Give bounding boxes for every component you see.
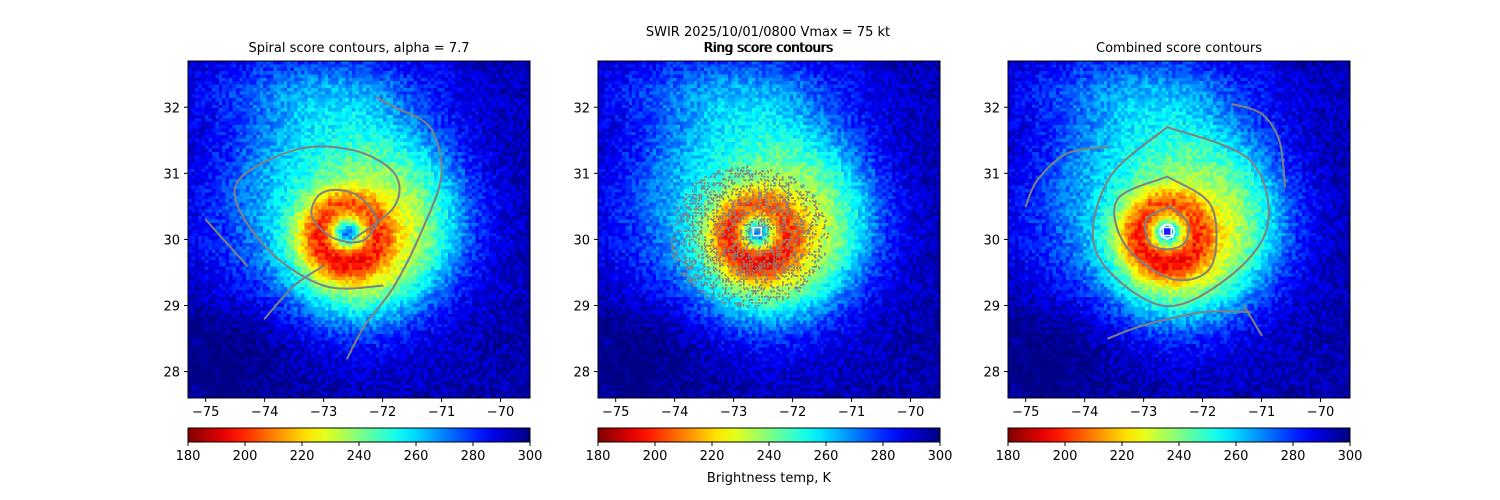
panel-ring: Ring score contours −75 −74 −73 −72 −71 −70 28 2…: [573, 41, 952, 486]
colorbar-tick-label: 240: [347, 449, 372, 464]
center-square-marker: [1162, 226, 1172, 237]
x-tick-label: −70: [897, 405, 924, 420]
colorbar-tick-label: 280: [1281, 449, 1306, 464]
colorbar: [597, 427, 941, 443]
ring-contour-line-1: [1113, 175, 1218, 282]
spiral-contour-line-1: [233, 145, 401, 290]
suptitle-line1: SWIR 2025/10/01/0800 Vmax = 75 kt: [646, 25, 890, 40]
colorbar-tick-label: 240: [757, 449, 782, 464]
spiral-contour-line-6: [1242, 304, 1263, 337]
ring-contour-line-0: [1144, 205, 1190, 251]
panel-title: Spiral score contours, alpha = 7.7: [248, 41, 469, 56]
spiral-contour-line-2: [346, 96, 443, 360]
x-tick-label: −72: [1189, 405, 1216, 420]
center-circle-marker: [1159, 223, 1176, 240]
panel-combined: Combined score contours −75 −74 −73 −72 −71 −7…: [983, 41, 1362, 464]
x-tick-label: −73: [310, 405, 337, 420]
y-tick-label: 28: [983, 366, 1000, 381]
center-square-marker: [752, 226, 762, 237]
colorbar-tick-label: 240: [1167, 449, 1192, 464]
colorbar-tick-label: 220: [290, 449, 315, 464]
colorbar-tick-label: 180: [176, 449, 201, 464]
y-tick-label: 32: [163, 101, 180, 116]
colorbar-tick-label: 200: [233, 449, 258, 464]
y-tick-label: 29: [983, 299, 1000, 314]
brightness-temp-heatmap: [188, 61, 530, 398]
x-tick-label: −72: [779, 405, 806, 420]
colorbar-label: Brightness temp, K: [707, 471, 832, 486]
ring-contour-speckle: [669, 165, 830, 309]
y-tick-label: 30: [163, 233, 180, 248]
y-tick-label: 32: [983, 101, 1000, 116]
colorbar-tick-label: 180: [586, 449, 611, 464]
y-tick-label: 29: [163, 299, 180, 314]
colorbar-tick-label: 260: [404, 449, 429, 464]
colorbar-tick-label: 180: [996, 449, 1021, 464]
x-tick-label: −71: [838, 405, 865, 420]
spiral-contour-line-0: [310, 188, 378, 244]
x-tick-label: −70: [1307, 405, 1334, 420]
x-tick-label: −70: [487, 405, 514, 420]
colorbar-tick-label: 220: [700, 449, 725, 464]
panel-spiral: Spiral score contours, alpha = 7.7 −75 −74…: [163, 41, 542, 464]
ring-contour-line-2: [1091, 126, 1270, 308]
axes-frame: [597, 60, 941, 399]
panel-title: Ring score contours: [704, 41, 833, 56]
x-tick-label: −74: [661, 405, 688, 420]
suptitle-line2: Ring score contours: [703, 41, 832, 56]
axes-frame: [1007, 60, 1351, 399]
colorbar-tick-label: 200: [1053, 449, 1078, 464]
colorbar: [1007, 427, 1351, 443]
x-tick-label: −75: [192, 405, 219, 420]
x-tick-label: −72: [369, 405, 396, 420]
axes-frame: [187, 60, 531, 399]
center-dot-marker: [1162, 226, 1173, 237]
panel-title: Combined score contours: [1096, 41, 1262, 56]
spiral-contour-line-3: [263, 264, 325, 320]
brightness-temp-heatmap: [1008, 61, 1350, 398]
x-tick-label: −73: [1130, 405, 1157, 420]
colorbar: [187, 427, 531, 443]
colorbar-tick-label: 280: [461, 449, 486, 464]
colorbar-tick-label: 260: [814, 449, 839, 464]
y-tick-label: 28: [573, 366, 590, 381]
x-tick-label: −71: [428, 405, 455, 420]
y-tick-label: 30: [573, 233, 590, 248]
spiral-contour-line-3: [1107, 310, 1251, 340]
y-tick-label: 29: [573, 299, 590, 314]
x-tick-label: −71: [1248, 405, 1275, 420]
spiral-contour-line-5: [1231, 103, 1287, 188]
colorbar-tick-label: 280: [871, 449, 896, 464]
spiral-contour-line-4: [204, 218, 248, 267]
y-tick-label: 31: [573, 167, 590, 182]
colorbar-tick-label: 260: [1224, 449, 1249, 464]
colorbar-tick-label: 220: [1110, 449, 1135, 464]
spiral-contour-line-4: [1024, 145, 1110, 208]
colorbar-tick-label: 300: [518, 449, 543, 464]
ring-score-contours: [669, 165, 830, 309]
x-tick-label: −75: [602, 405, 629, 420]
y-tick-label: 31: [163, 167, 180, 182]
x-tick-label: −74: [251, 405, 278, 420]
x-tick-label: −75: [1012, 405, 1039, 420]
y-tick-label: 30: [983, 233, 1000, 248]
colorbar-tick-label: 300: [928, 449, 953, 464]
y-tick-label: 28: [163, 366, 180, 381]
y-tick-label: 31: [983, 167, 1000, 182]
y-tick-label: 32: [573, 101, 590, 116]
x-tick-label: −73: [720, 405, 747, 420]
x-tick-label: −74: [1071, 405, 1098, 420]
colorbar-tick-label: 300: [1338, 449, 1363, 464]
colorbar-tick-label: 200: [643, 449, 668, 464]
